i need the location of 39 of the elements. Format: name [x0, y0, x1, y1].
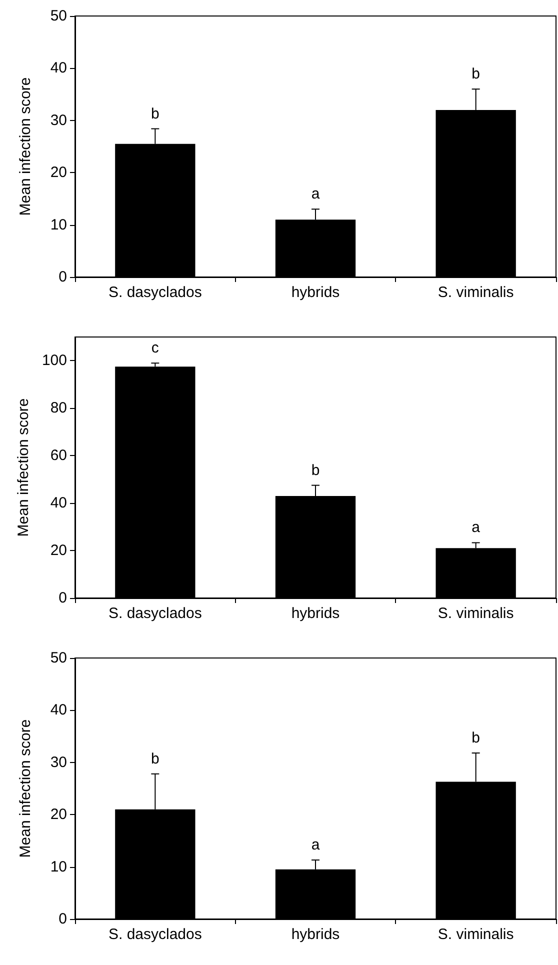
- x-tick-label: S. viminalis: [438, 605, 514, 622]
- y-tick-label: 40: [50, 60, 67, 77]
- annotation: c: [151, 340, 160, 357]
- y-tick-label: 0: [58, 268, 67, 286]
- annotation: b: [472, 730, 480, 747]
- y-tick-label: 20: [50, 806, 67, 824]
- y-tick-label: 100: [42, 352, 67, 370]
- y-tick-label: 20: [50, 164, 67, 182]
- x-tick-label: S. dasyclados: [108, 605, 202, 622]
- y-axis-title: Mean infection score: [17, 77, 34, 216]
- x-tick-label: S. dasyclados: [108, 284, 202, 301]
- y-tick-label: 60: [50, 447, 67, 464]
- y-tick-label: 20: [50, 542, 67, 560]
- y-tick-label: 40: [50, 702, 67, 719]
- x-tick-label: S. viminalis: [438, 926, 514, 943]
- annotation: b: [472, 66, 480, 83]
- annotation: b: [311, 462, 320, 479]
- x-tick-label: S. dasyclados: [108, 926, 202, 943]
- annotation: b: [150, 105, 160, 122]
- annotation: a: [472, 519, 481, 536]
- y-tick-label: 30: [50, 112, 67, 129]
- annotation: b: [150, 750, 160, 768]
- y-tick-label: 30: [50, 754, 67, 771]
- y-tick-label: 50: [50, 650, 67, 666]
- y-tick-label: 40: [50, 494, 67, 512]
- annotation: a: [311, 836, 320, 854]
- y-axis-title: Mean infection score: [15, 398, 32, 537]
- y-tick-label: 50: [50, 8, 67, 24]
- x-tick-label: hybrids: [291, 926, 340, 943]
- x-tick-label: hybrids: [291, 605, 340, 622]
- y-tick-label: 10: [50, 216, 67, 234]
- y-tick-label: 0: [58, 910, 67, 928]
- annotation: a: [311, 186, 320, 203]
- x-tick-label: S. viminalis: [438, 284, 514, 301]
- y-tick-label: 80: [50, 400, 67, 417]
- y-tick-label: 10: [50, 858, 67, 876]
- x-tick-label: hybrids: [291, 284, 340, 301]
- y-tick-label: 0: [58, 590, 67, 606]
- y-axis-title: Mean infection score: [17, 719, 34, 858]
